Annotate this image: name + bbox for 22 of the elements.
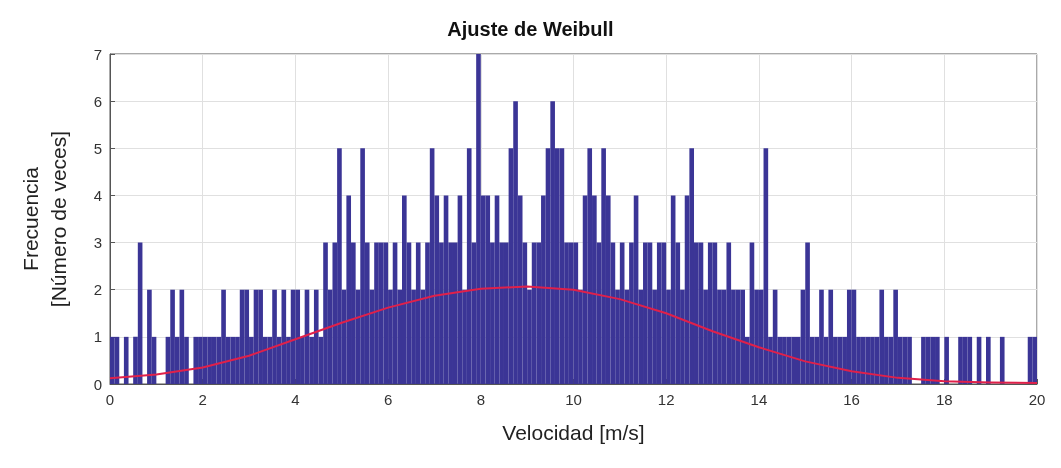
y-tick-label: 1 xyxy=(93,328,102,346)
y-tick-label: 7 xyxy=(93,45,102,63)
x-axis-title: Velocidad [m/s] xyxy=(502,421,645,444)
x-tick-label: 8 xyxy=(476,391,485,408)
y-axis-title: Frecuencia [Número de veces] xyxy=(18,130,70,308)
x-tick-label: 16 xyxy=(843,391,860,408)
x-tick-label: 2 xyxy=(198,391,207,408)
x-tick-label: 10 xyxy=(565,391,582,408)
y-tick-label: 5 xyxy=(93,139,102,157)
x-tick-label: 6 xyxy=(383,391,393,408)
x-tick-label: 12 xyxy=(657,391,675,408)
x-tick-label: 18 xyxy=(935,391,953,408)
x-tick-label: 14 xyxy=(750,391,768,408)
y-tick-label: 2 xyxy=(93,281,102,299)
x-tick-label: 4 xyxy=(291,391,300,408)
chart-title: Ajuste de Weibull xyxy=(447,18,614,40)
y-tick-label: 6 xyxy=(93,92,102,110)
y-tick-label: 4 xyxy=(93,186,102,204)
y-tick-label: 3 xyxy=(93,234,102,252)
x-tick-label: 20 xyxy=(1028,391,1046,408)
x-tick-label: 0 xyxy=(105,391,115,408)
y-tick-label: 0 xyxy=(93,375,102,393)
